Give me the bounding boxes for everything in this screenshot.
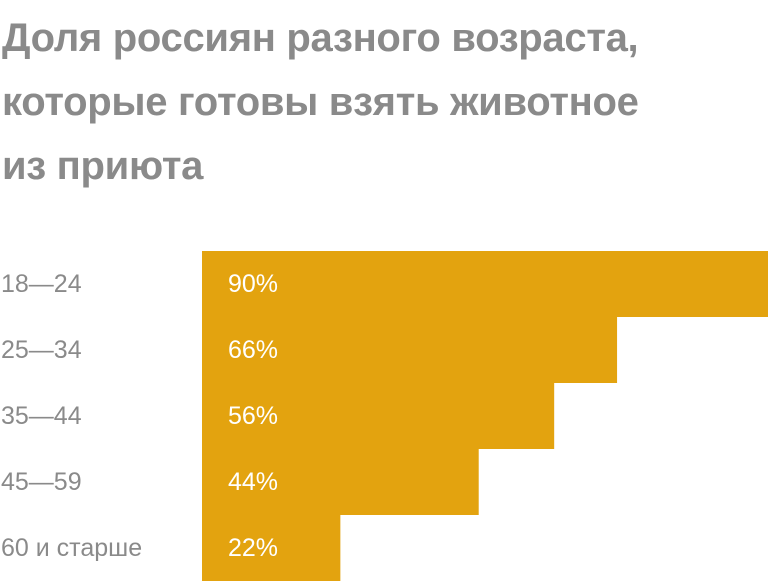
bar-5 <box>202 515 341 581</box>
value-label-2: 66% <box>228 336 278 364</box>
chart-title: Доля россиян разного возраста, которые г… <box>2 6 766 198</box>
bar-1 <box>202 251 768 317</box>
chart-title-line-1: Доля россиян разного возраста, <box>2 16 639 60</box>
chart-title-line-3: из приюта <box>2 144 204 188</box>
category-label-3: 35—44 <box>1 402 82 430</box>
bar-2 <box>202 317 618 383</box>
bar-3 <box>202 383 555 449</box>
value-label-5: 22% <box>228 534 278 562</box>
value-label-4: 44% <box>228 468 278 496</box>
chart-title-line-2: которые готовы взять животное <box>2 80 639 124</box>
bar-4 <box>202 449 479 515</box>
category-label-4: 45—59 <box>1 468 82 496</box>
category-label-5: 60 и старше <box>1 534 142 562</box>
category-label-1: 18—24 <box>1 270 82 298</box>
value-label-1: 90% <box>228 270 278 298</box>
category-label-2: 25—34 <box>1 336 82 364</box>
value-label-3: 56% <box>228 402 278 430</box>
